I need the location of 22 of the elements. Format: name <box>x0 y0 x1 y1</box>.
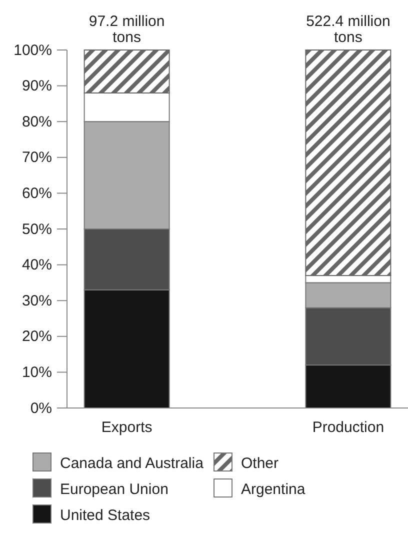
y-tick-label: 30% <box>22 292 52 310</box>
y-tick-label: 20% <box>22 328 52 346</box>
y-tick-label: 0% <box>30 400 52 417</box>
legend-label: European Union <box>60 481 168 498</box>
x-tick-label: Exports <box>101 419 152 436</box>
annotation: 97.2 million tons <box>88 13 165 46</box>
x-tick-label: Production <box>312 419 384 436</box>
y-tick-label: 10% <box>22 364 52 381</box>
y-tick-label: 40% <box>22 256 52 274</box>
annotation: 522.4 million tons <box>306 13 390 46</box>
y-tick-label: 60% <box>22 185 52 202</box>
y-tick-label: 90% <box>22 78 52 95</box>
legend-label: Canada and Australia <box>60 455 204 472</box>
bar <box>84 50 170 94</box>
legend-label: Argentina <box>241 481 306 498</box>
y-tick-label: 100% <box>14 42 52 59</box>
legend-label: Other <box>241 455 279 472</box>
bar <box>305 50 392 276</box>
y-tick-label: 70% <box>22 149 52 166</box>
y-tick-label: 50% <box>22 220 52 238</box>
y-tick-label: 80% <box>22 113 52 130</box>
legend-label: United States <box>60 507 150 524</box>
